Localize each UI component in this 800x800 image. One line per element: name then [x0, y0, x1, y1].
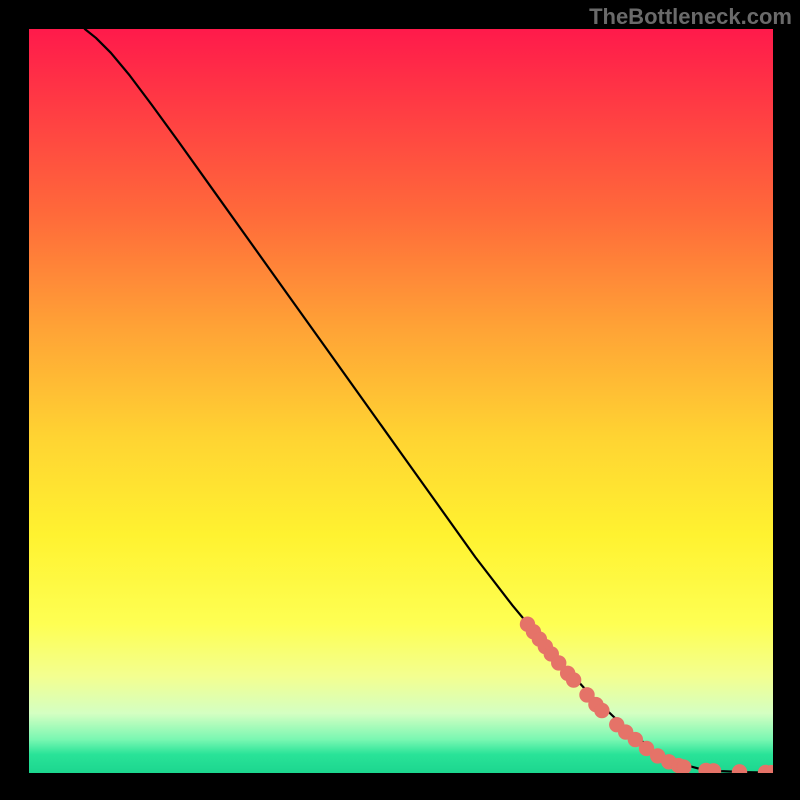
chart-container: TheBottleneck.com — [0, 0, 800, 800]
data-marker — [706, 764, 720, 773]
data-marker — [566, 673, 580, 687]
data-marker — [677, 760, 691, 773]
attribution-label: TheBottleneck.com — [589, 4, 792, 30]
curve-line — [85, 29, 773, 773]
chart-svg — [29, 29, 773, 773]
data-marker — [732, 765, 746, 773]
data-marker — [595, 703, 609, 717]
plot-area — [29, 29, 773, 773]
